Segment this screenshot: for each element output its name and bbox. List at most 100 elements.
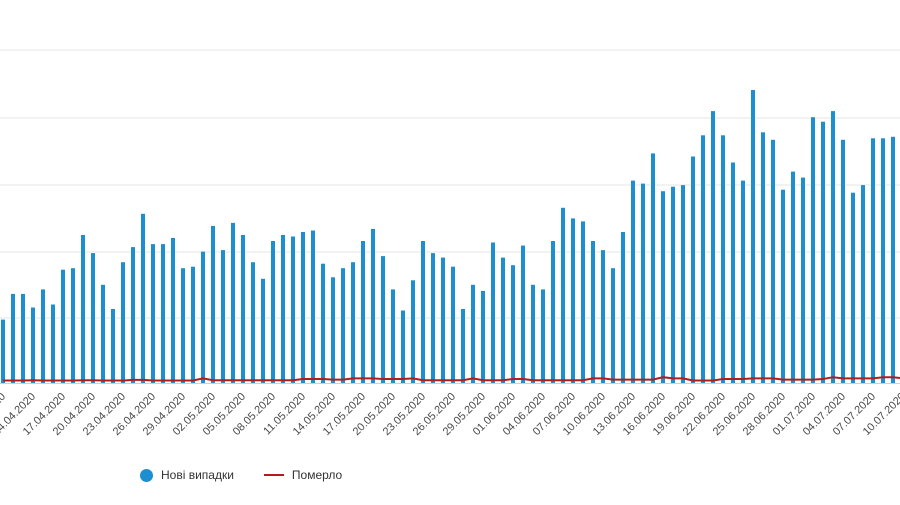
new-cases-bar [151, 244, 155, 383]
new-cases-bar [451, 266, 455, 383]
new-cases-bar [711, 111, 715, 383]
new-cases-bar [861, 185, 865, 383]
new-cases-bar [281, 235, 285, 383]
new-cases-bar [231, 222, 235, 383]
new-cases-legend-dot-icon [140, 468, 153, 482]
new-cases-bar [131, 247, 135, 383]
new-cases-bar [241, 235, 245, 383]
new-cases-bar [581, 221, 585, 383]
new-cases-bar [761, 132, 765, 383]
new-cases-bar [671, 186, 675, 383]
new-cases-bar [161, 244, 165, 383]
new-cases-bar [661, 191, 665, 383]
new-cases-bar [431, 253, 435, 383]
new-cases-bar [821, 121, 825, 383]
new-cases-bar [391, 289, 395, 383]
new-cases-bar [751, 90, 755, 383]
deaths-series-line [3, 376, 900, 382]
new-cases-bar [51, 304, 55, 383]
new-cases-bar [201, 251, 205, 383]
new-cases-bar [421, 241, 425, 383]
new-cases-bar [41, 289, 45, 383]
new-cases-bar [71, 268, 75, 383]
new-cases-bar [611, 268, 615, 383]
new-cases-bar [721, 135, 725, 383]
new-cases-bar [101, 284, 105, 383]
new-cases-bar [571, 218, 575, 383]
chart-area: 11.04.202014.04.202017.04.202020.04.2020… [0, 49, 900, 438]
new-cases-bar [301, 232, 305, 383]
new-cases-bar [621, 232, 625, 383]
new-cases-bar [171, 238, 175, 383]
new-cases-bar [351, 262, 355, 383]
new-cases-bar [891, 136, 895, 383]
new-cases-bar [321, 263, 325, 383]
x-axis-tick-labels: 11.04.202014.04.202017.04.202020.04.2020… [0, 391, 900, 438]
new-cases-bar [271, 241, 275, 383]
new-cases-bar [531, 284, 535, 383]
new-cases-bar [561, 207, 565, 383]
new-cases-bar [331, 277, 335, 383]
deaths-legend-line-icon [263, 474, 284, 476]
legend-label-deaths: Померло [291, 468, 343, 482]
new-cases-bar [291, 236, 295, 383]
new-cases-bar [61, 269, 65, 383]
new-cases-bar [461, 309, 465, 383]
new-cases-bar [91, 253, 95, 383]
new-cases-bar [371, 228, 375, 383]
chart-gridlines [0, 49, 900, 319]
new-cases-bar [121, 262, 125, 383]
new-cases-bar [841, 139, 845, 383]
new-cases-bar [791, 171, 795, 383]
new-cases-bar [781, 189, 785, 383]
new-cases-bar [471, 284, 475, 383]
new-cases-bar [401, 310, 405, 383]
new-cases-bar [181, 268, 185, 383]
new-cases-bar [851, 192, 855, 383]
new-cases-bar [31, 307, 35, 383]
new-cases-bar [191, 266, 195, 383]
new-cases-bar [341, 268, 345, 383]
new-cases-bar [251, 262, 255, 383]
new-cases-bar [81, 235, 85, 383]
new-cases-bar [491, 242, 495, 383]
chart-legend: Нові випадки Померло [140, 468, 372, 482]
new-cases-bar [211, 225, 215, 383]
new-cases-bar [501, 257, 505, 383]
new-cases-bar [521, 245, 525, 383]
new-cases-bar [811, 117, 815, 383]
new-cases-bar [591, 241, 595, 383]
new-cases-bar [551, 241, 555, 383]
new-cases-bar [691, 156, 695, 383]
new-cases-bar [381, 256, 385, 383]
new-cases-bar [631, 180, 635, 383]
new-cases-bar [511, 265, 515, 383]
new-cases-bar [481, 290, 485, 383]
new-cases-bar [541, 289, 545, 383]
new-cases-bar [871, 138, 875, 383]
new-cases-bar [741, 180, 745, 383]
legend-item-new-cases[interactable]: Нові випадки [140, 468, 234, 482]
new-cases-bar [1, 319, 5, 383]
new-cases-bar [731, 162, 735, 383]
new-cases-bar [651, 153, 655, 383]
new-cases-bar [411, 280, 415, 383]
new-cases-bar [261, 278, 265, 383]
new-cases-bar [801, 177, 805, 383]
new-cases-bar [21, 293, 25, 383]
new-cases-bar [311, 230, 315, 383]
new-cases-bar [831, 111, 835, 383]
new-cases-bars [1, 90, 895, 383]
new-cases-bar [221, 250, 225, 383]
new-cases-bar [681, 185, 685, 383]
new-cases-bar [111, 309, 115, 383]
new-cases-bar [141, 213, 145, 383]
legend-item-deaths[interactable]: Померло [263, 468, 343, 482]
new-cases-bar [881, 138, 885, 383]
legend-label-new-cases: Нові випадки [161, 468, 234, 482]
new-cases-bar [11, 293, 15, 383]
new-cases-bar [701, 135, 705, 383]
new-cases-bar [441, 257, 445, 383]
new-cases-bar [601, 250, 605, 383]
new-cases-bar [771, 139, 775, 383]
